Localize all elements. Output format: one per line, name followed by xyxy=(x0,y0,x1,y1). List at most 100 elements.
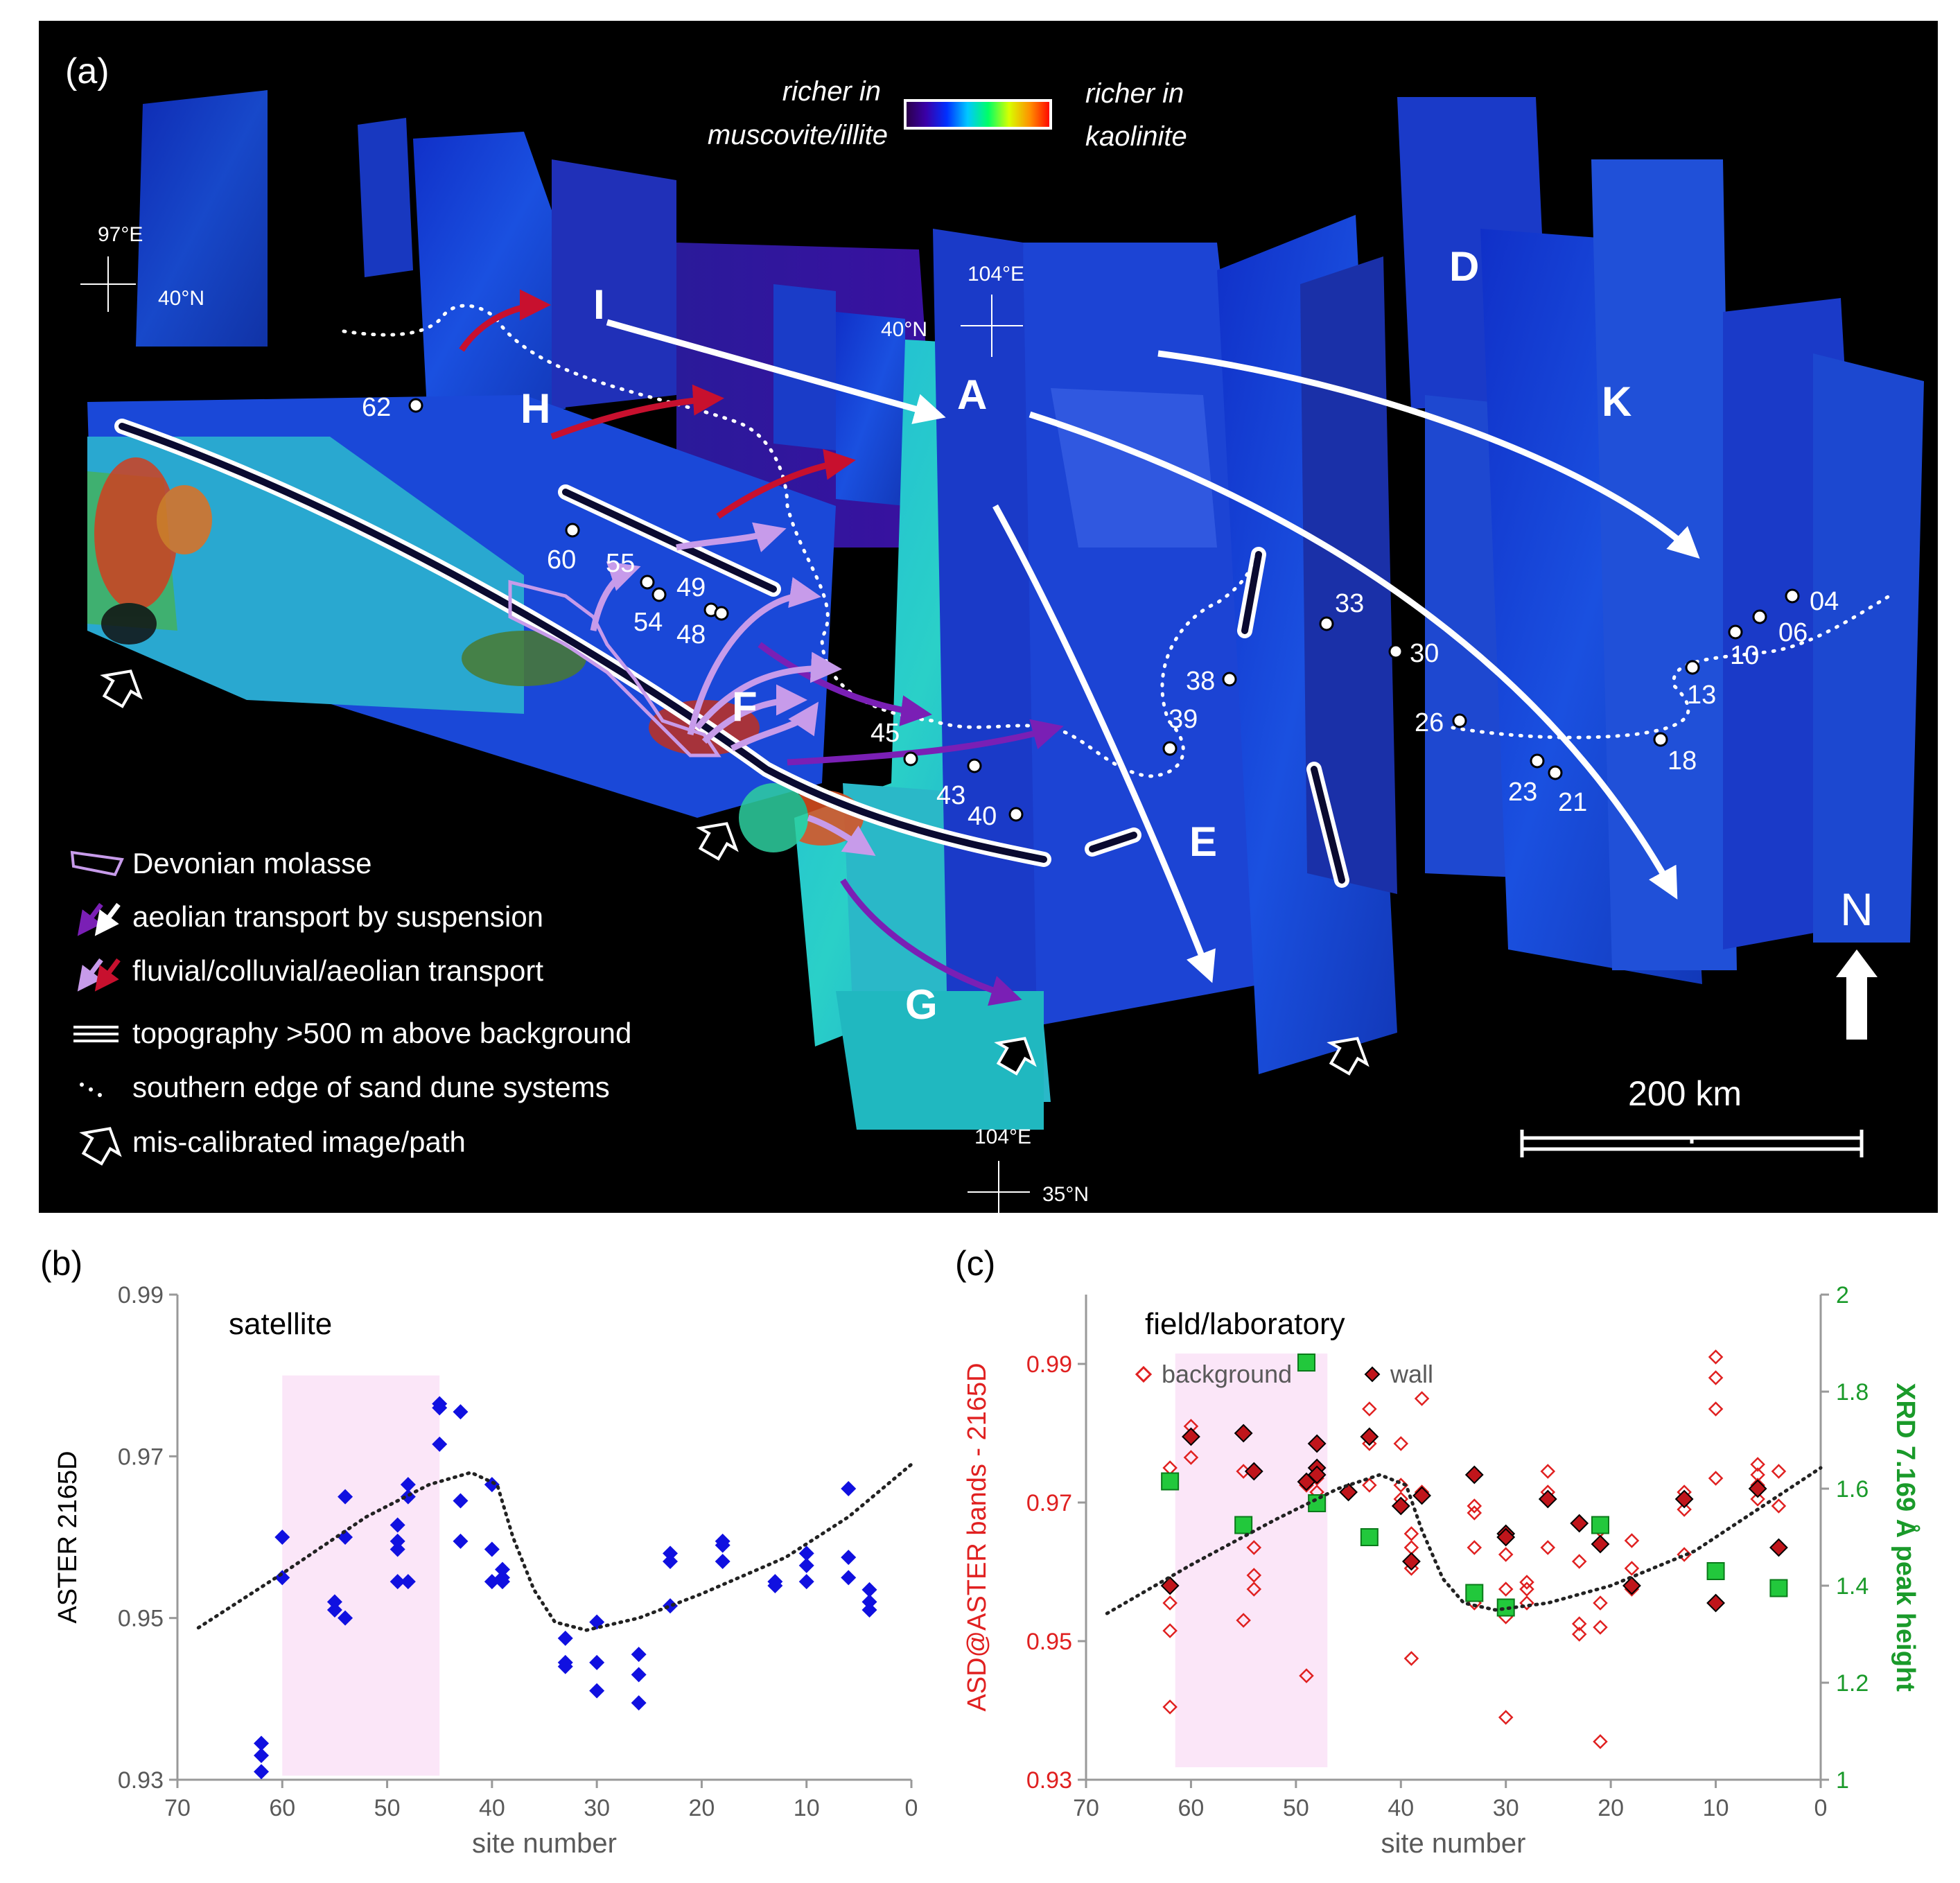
site-dot-43 xyxy=(967,758,982,773)
site-markers: 62 60 55 54 49 48 45 43 40 39 38 33 30 2… xyxy=(362,393,1839,831)
xrd-point xyxy=(1706,1562,1725,1580)
wall-point xyxy=(1570,1514,1589,1533)
satellite-point xyxy=(338,1530,353,1545)
x-tick-label: 20 xyxy=(689,1795,715,1821)
y2-tick-label: 1.6 xyxy=(1836,1476,1869,1503)
site-dot-45 xyxy=(903,751,918,767)
wall-point xyxy=(1538,1489,1557,1509)
background-point xyxy=(1771,1498,1787,1514)
legend-wall-label: wall xyxy=(1390,1360,1433,1388)
satellite-point xyxy=(400,1477,416,1493)
background-point xyxy=(1540,1464,1556,1479)
legend-wall-marker xyxy=(1364,1366,1381,1383)
satellite-point xyxy=(390,1574,405,1590)
y-tick-label: 0.95 xyxy=(1026,1629,1072,1655)
coord-lon-104-north: 104°E xyxy=(968,263,1024,286)
background-point xyxy=(1403,1651,1419,1666)
site-label-39: 39 xyxy=(1169,705,1198,734)
coord-lat-35: 35°N xyxy=(1042,1183,1089,1206)
site-dot-55 xyxy=(640,575,655,590)
devonian-molasse-outline xyxy=(508,579,721,757)
wall-point xyxy=(1360,1427,1379,1446)
wall-point xyxy=(1674,1489,1694,1509)
y-tick-label: 0.99 xyxy=(1026,1351,1072,1378)
background-point xyxy=(1414,1391,1430,1406)
background-point xyxy=(1571,1554,1587,1569)
satellite-point xyxy=(432,1436,448,1452)
x-tick-label: 0 xyxy=(1814,1795,1828,1821)
y-tick-label: 0.97 xyxy=(1026,1490,1072,1516)
wall-point xyxy=(1339,1482,1358,1502)
site-label-62: 62 xyxy=(362,393,391,422)
suspension-arrows-icon xyxy=(77,902,121,936)
region-letter-h: H xyxy=(520,385,550,432)
legend-text-miscalibrated: mis-calibrated image/path xyxy=(132,1126,466,1158)
site-label-54: 54 xyxy=(633,608,663,637)
wall-point xyxy=(1748,1479,1767,1498)
satellite-point xyxy=(557,1630,573,1646)
background-point xyxy=(1771,1464,1787,1479)
satellite-point xyxy=(494,1574,510,1590)
site-dot-54 xyxy=(651,587,667,602)
site-label-38: 38 xyxy=(1186,667,1215,696)
wall-point xyxy=(1496,1527,1516,1547)
background-point xyxy=(1299,1668,1314,1683)
satellite-point xyxy=(715,1537,730,1553)
satellite-point xyxy=(390,1533,405,1549)
site-dot-04 xyxy=(1785,588,1800,604)
x-tick-label: 30 xyxy=(1493,1795,1519,1821)
satellite-point xyxy=(274,1530,290,1545)
satellite-point xyxy=(400,1574,416,1590)
panel-c-chart: (c) 70 60 50 40 30 20 10 0 0.93 0.95 0.97 0.99 site n… xyxy=(922,1220,1960,1880)
site-dot-48 xyxy=(714,606,729,621)
legend-text-molasse: Devonian molasse xyxy=(132,847,372,879)
y-tick-label: 0.93 xyxy=(118,1767,164,1794)
y-tick-label: 0.93 xyxy=(1026,1767,1072,1794)
coord-lon-104-south: 104°E xyxy=(974,1126,1031,1148)
satellite-point xyxy=(453,1404,469,1420)
background-point xyxy=(1393,1436,1409,1451)
x-tick-label: 60 xyxy=(269,1795,295,1821)
background-point xyxy=(1498,1547,1514,1562)
background-point xyxy=(1519,1582,1534,1597)
trend-line xyxy=(196,1462,913,1632)
satellite-point xyxy=(767,1578,783,1593)
y-tick-label: 0.95 xyxy=(118,1606,164,1632)
scale-label: 200 km xyxy=(1628,1074,1742,1113)
satellite-point xyxy=(432,1400,448,1416)
wall-point xyxy=(1234,1424,1253,1443)
site-label-33: 33 xyxy=(1335,589,1364,618)
xrd-point xyxy=(1161,1472,1180,1491)
satellite-point xyxy=(589,1654,605,1670)
x-tick-label: 0 xyxy=(905,1795,918,1821)
background-point xyxy=(1162,1623,1178,1638)
coord-lon-97: 97°E xyxy=(98,223,143,246)
x-axis-label: site number xyxy=(1381,1828,1526,1859)
x-tick-label: 20 xyxy=(1598,1795,1624,1821)
north-arrow-icon xyxy=(1836,949,1878,1040)
background-point xyxy=(1708,1370,1724,1385)
site-dot-38 xyxy=(1222,672,1237,687)
background-point xyxy=(1571,1616,1587,1631)
site-dot-06 xyxy=(1752,609,1767,624)
satellite-point xyxy=(589,1683,605,1699)
chart-title: field/laboratory xyxy=(1145,1307,1345,1341)
site-label-48: 48 xyxy=(676,620,706,649)
colorbar-right-label-2: kaolinite xyxy=(1085,121,1187,152)
background-point xyxy=(1246,1568,1262,1583)
background-point xyxy=(1519,1595,1534,1611)
panel-a-label: (a) xyxy=(65,51,110,91)
wall-point xyxy=(1706,1593,1725,1613)
scale-bar: 200 km xyxy=(1520,1074,1864,1157)
background-point xyxy=(1498,1710,1514,1725)
satellite-point xyxy=(841,1481,857,1496)
background-point xyxy=(1750,1491,1765,1507)
chart-c-svg: (c) 70 60 50 40 30 20 10 0 0.93 0.95 0.97 0.99 site n… xyxy=(955,1244,1921,1859)
satellite-point xyxy=(390,1517,405,1533)
y-tick-label: 0.99 xyxy=(118,1282,164,1308)
background-point xyxy=(1750,1457,1765,1472)
site-dot-10 xyxy=(1728,624,1743,640)
wall-point xyxy=(1307,1434,1327,1453)
trend-line xyxy=(1105,1466,1823,1615)
satellite-point xyxy=(631,1695,647,1711)
